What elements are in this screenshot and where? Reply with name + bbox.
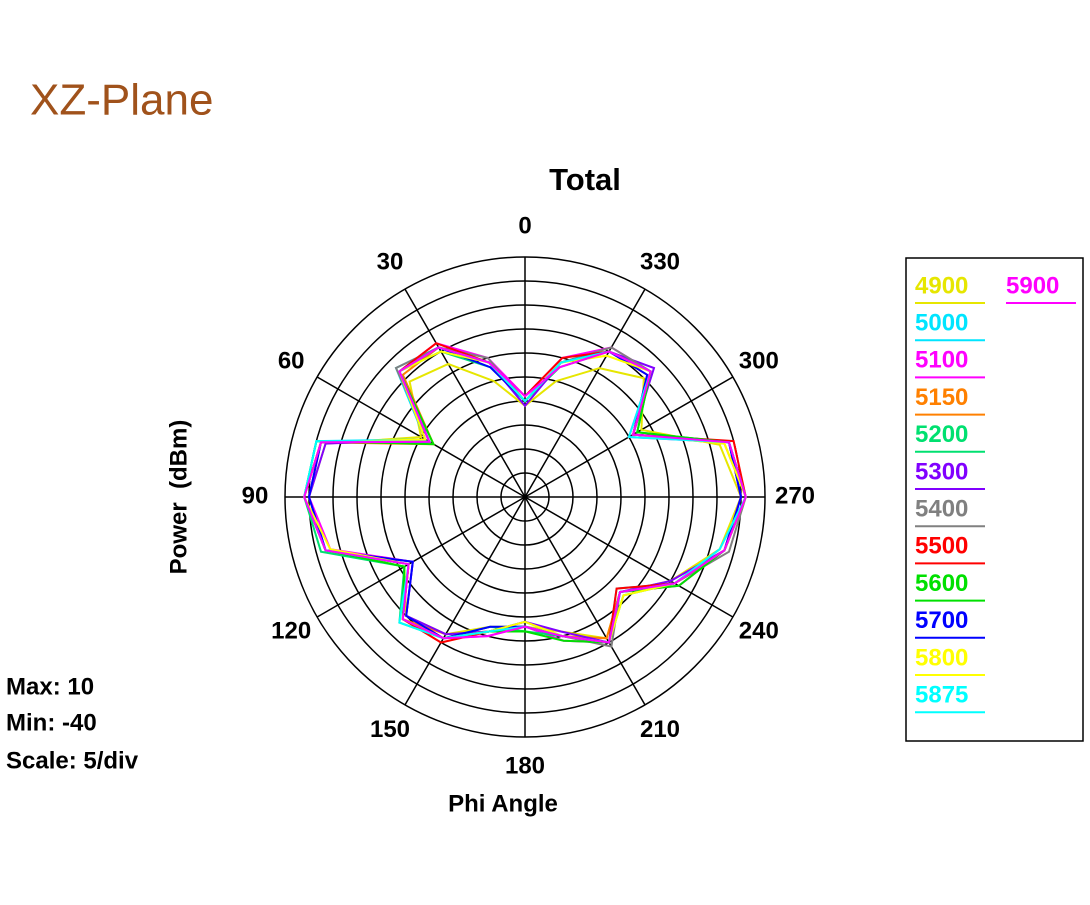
angle-label: 270 (775, 482, 815, 509)
annotation: Scale: 5/div (6, 747, 139, 774)
chart-title: Total (549, 162, 621, 197)
spoke (404, 288, 526, 498)
angle-label: 120 (271, 617, 311, 644)
legend-label: 5400 (915, 496, 968, 523)
angle-label: 330 (640, 249, 680, 276)
legend-label: 5000 (915, 310, 968, 337)
angle-label: 30 (377, 249, 404, 276)
angle-label: 210 (640, 716, 680, 743)
angle-label: 150 (370, 716, 410, 743)
legend-label: 5700 (915, 607, 968, 634)
legend-label: 5600 (915, 570, 968, 597)
legend-label: 5500 (915, 533, 968, 560)
spoke (404, 496, 526, 706)
legend-label: 5200 (915, 421, 968, 448)
series-line (303, 346, 747, 644)
spoke (524, 288, 646, 498)
series-line (303, 346, 747, 644)
legend-label: 5100 (915, 347, 968, 374)
legend-label: 5875 (915, 682, 968, 709)
legend-label: 5900 (1006, 272, 1059, 299)
legend-label: 4900 (915, 272, 968, 299)
y-axis-label: Power (dBm) (165, 420, 192, 575)
spoke (524, 496, 646, 706)
legend-box (905, 257, 1084, 742)
angle-label: 300 (739, 347, 779, 374)
angle-label: 90 (242, 482, 269, 509)
x-axis-label: Phi Angle (448, 790, 558, 817)
angle-label: 180 (505, 752, 545, 779)
angle-label: 60 (278, 347, 305, 374)
spoke (524, 496, 734, 618)
annotation: Max: 10 (6, 673, 94, 700)
legend-label: 5150 (915, 384, 968, 411)
angle-label: 0 (518, 212, 531, 239)
annotation: Min: -40 (6, 709, 97, 736)
angle-label: 240 (739, 617, 779, 644)
legend-label: 5300 (915, 458, 968, 485)
spoke (316, 496, 526, 618)
heading: XZ-Plane (30, 76, 213, 125)
legend-label: 5800 (915, 644, 968, 671)
